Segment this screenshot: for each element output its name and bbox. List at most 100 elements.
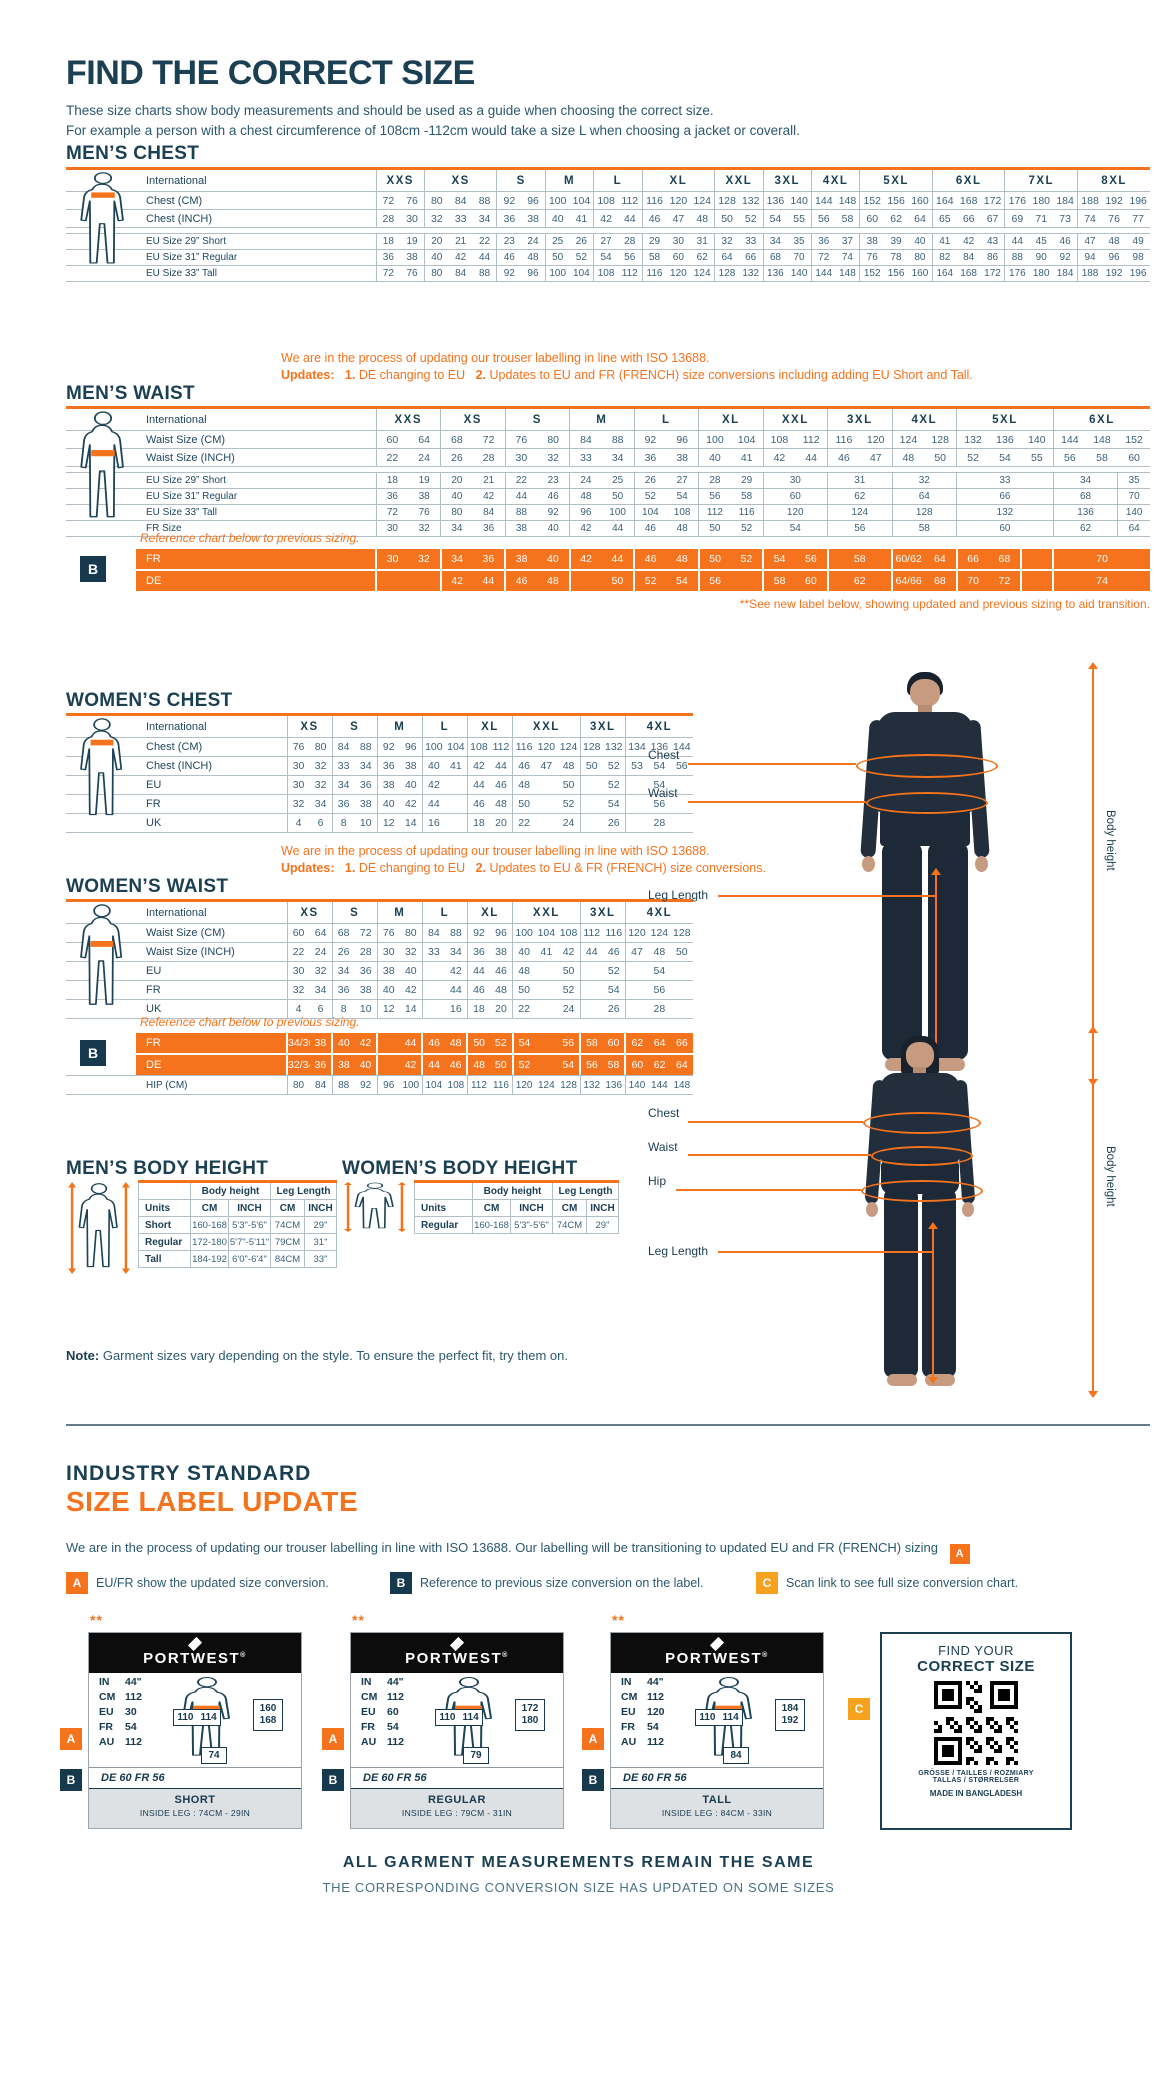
- size-cell: 112 116: [466, 1075, 513, 1095]
- card-footer: REGULAR INSIDE LEG : 79CM - 31IN: [351, 1788, 563, 1828]
- size-label-cards: ** PORTWEST® IN 44" CM 112 EU 30 FR 54 AU 112 110 114…: [0, 1612, 1157, 1842]
- size-header: 7XL: [1004, 168, 1078, 192]
- qr-card: FIND YOUR CORRECT SIZE GRÖSSE / TAILLES …: [880, 1632, 1072, 1830]
- size-cell: 23 24: [496, 233, 546, 250]
- size-cell: 116 120 124: [641, 191, 715, 210]
- size-cell: 40 41 42: [512, 942, 581, 962]
- inside-leg: INSIDE LEG : 79CM - 31IN: [401, 1808, 513, 1818]
- size-header: XXL: [714, 168, 764, 192]
- chest-label: Chest: [648, 748, 680, 762]
- waist-size-box: 110 114: [435, 1709, 483, 1726]
- size-cell: 41 42 43: [931, 233, 1005, 250]
- row-label: UK: [66, 813, 288, 833]
- size-header: 3XL: [579, 714, 626, 738]
- size-cell: 46 48: [633, 520, 699, 537]
- row-label: Waist Size (CM): [66, 430, 376, 449]
- measure-row: AU 112: [621, 1736, 664, 1748]
- row-label: EU Size 29” Short: [66, 472, 376, 489]
- size-cell: 38 40: [504, 520, 570, 537]
- size-cell: 22 24: [375, 448, 441, 467]
- previous-sizing-line: DE 60 FR 56: [611, 1767, 823, 1788]
- measure-row: AU 112: [99, 1736, 142, 1748]
- height-size-box: 160 168: [253, 1699, 283, 1731]
- size-cell: 76 80: [504, 430, 570, 449]
- row-label: Short: [138, 1216, 191, 1234]
- unit-header: INCH: [228, 1199, 271, 1217]
- footer-line1: ALL GARMENT MEASUREMENTS REMAIN THE SAME: [342, 1854, 815, 1871]
- card-footer: SHORT INSIDE LEG : 74CM - 29IN: [89, 1788, 301, 1828]
- size-cell: 30 32: [504, 448, 570, 467]
- size-cell: 42 44: [569, 520, 634, 537]
- mens-chest-figure-icon: [74, 171, 132, 276]
- womens-waist-previous-sizing-table: FR34/36384042444648505254565860626466DE3…: [136, 1033, 693, 1075]
- size-cell: 24 25: [569, 472, 634, 489]
- size-cell: 80 84: [440, 504, 505, 521]
- fit-name: SHORT: [174, 1794, 216, 1806]
- size-label-card: PORTWEST® IN 44" CM 112 EU 120 FR 54 AU 112 110 114 1…: [610, 1632, 824, 1829]
- height-size-box: 172 180: [515, 1699, 545, 1731]
- size-cell: 152 156 160: [859, 265, 933, 282]
- size-cell: 62: [1052, 520, 1118, 537]
- size-cell: 27 28: [593, 233, 643, 250]
- size-cell: 66 68: [955, 549, 1021, 570]
- womens-waist-previous-table: FR34/36384042444648505254565860626466DE3…: [136, 1033, 693, 1075]
- size-cell: 64 66: [714, 249, 764, 266]
- size-cell: 128 132: [714, 191, 764, 210]
- size-cell: 18 20: [466, 813, 513, 833]
- row-label: HIP (CM): [66, 1075, 288, 1095]
- size-cell: 96 100: [376, 1075, 423, 1095]
- table-row: Tall 184-192 6'0"-6'4" 84CM 33": [138, 1250, 337, 1268]
- updates-label: Updates:: [281, 368, 335, 382]
- row-label: EU Size 29” Short: [66, 233, 376, 250]
- size-cell: 54 55: [762, 209, 812, 228]
- table-row: Waist Size (INCH) 22 24 26 28 30 32 33 34 36 38 40 4…: [66, 448, 1151, 467]
- size-cell: 36 37: [810, 233, 860, 250]
- mens-chest-table-block: International XXS XS S M L XL XXL 3XL 4XL 5XL 6XL 7X…: [66, 167, 1151, 282]
- size-cell: 140 144 148: [624, 1075, 693, 1095]
- waist-measure-ellipse: [871, 1146, 973, 1166]
- size-cell: 38 40: [376, 961, 423, 981]
- size-cell: 58 60: [579, 1033, 626, 1054]
- size-cell: 92 96: [376, 737, 423, 757]
- size-header: 6XL: [931, 168, 1005, 192]
- size-cell: 33 34: [331, 756, 378, 776]
- size-cell: 54 56: [762, 549, 828, 570]
- size-cell: 50 52: [512, 980, 581, 1000]
- size-cell: 116 120 124: [512, 737, 581, 757]
- table-row: Chest (INCH) 30 32 33 34 36 38 40 41 42 44 46 47 48 50…: [66, 756, 693, 776]
- section-divider: [66, 1424, 1150, 1426]
- size-cell: 94 96 98: [1077, 249, 1151, 266]
- garment-note: Note: Garment sizes vary depending on th…: [66, 1348, 568, 1363]
- mens-waist-figure-icon: [74, 410, 132, 531]
- size-cell: 47 48 50: [624, 942, 693, 962]
- size-cell: 116 120 124: [641, 265, 715, 282]
- size-cell: 120: [762, 504, 828, 521]
- international-label: International: [66, 168, 376, 192]
- size-cell: 52 54 55: [956, 448, 1054, 467]
- value-cell: 84CM: [270, 1250, 305, 1268]
- badge-a: A: [949, 1544, 970, 1564]
- size-cell: 46 48: [466, 794, 513, 814]
- size-cell: 120 124 128: [624, 923, 693, 943]
- size-cell: 18 19: [375, 233, 425, 250]
- portwest-logo: PORTWEST®: [611, 1633, 823, 1673]
- size-cell: 52: [579, 775, 626, 795]
- size-cell: 62: [826, 569, 892, 591]
- label-measurements: IN 44" CM 112 EU 30 FR 54 AU 112: [99, 1676, 142, 1751]
- womens-waist-figure-icon: [74, 903, 130, 1018]
- group-body-height: Body height: [472, 1181, 553, 1200]
- size-cell: 36 38: [331, 980, 378, 1000]
- size-label-update-heading: SIZE LABEL UPDATE: [66, 1486, 359, 1517]
- qr-languages-line1: GRÖSSE / TAILLES / ROZMIARY: [918, 1770, 1034, 1777]
- size-cell: 22 23: [504, 472, 570, 489]
- mens-waist-reference-note: Reference chart below to previous sizing…: [140, 531, 360, 545]
- womens-chest-figure-icon: [74, 717, 130, 828]
- size-cell: 108 112: [466, 737, 513, 757]
- row-label: Regular: [414, 1216, 473, 1234]
- size-cell: 92 96: [496, 191, 546, 210]
- size-cell: 42 44: [762, 448, 828, 467]
- size-cell: 46 48: [633, 549, 699, 570]
- update-note-line1: We are in the process of updating our tr…: [281, 351, 710, 365]
- brand-name: PORTWEST®: [143, 1649, 247, 1667]
